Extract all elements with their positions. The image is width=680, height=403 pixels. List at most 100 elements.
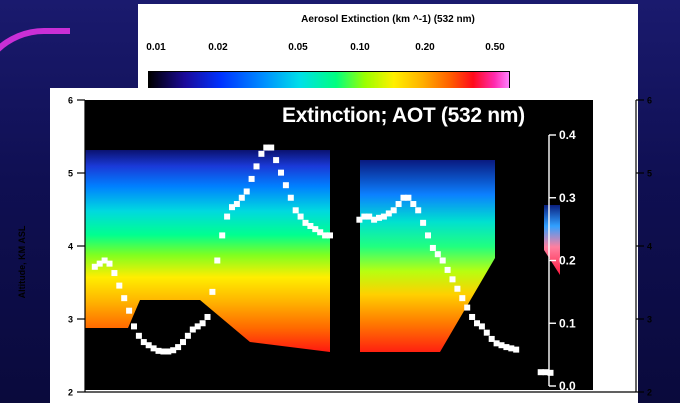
aot-point: [292, 207, 299, 214]
aot-point: [194, 323, 201, 330]
aot-point: [140, 339, 147, 346]
aot-point: [542, 369, 549, 376]
aot-point: [229, 204, 235, 211]
aot-point: [302, 219, 309, 226]
aot-point: [282, 182, 289, 189]
aot-axis-label: AOT (532 nm): [597, 199, 618, 317]
aot-point: [513, 346, 520, 353]
colorbar-tick: 0.02: [208, 42, 228, 53]
right-outer-axis-tick-label: 3: [647, 315, 652, 325]
aot-point: [165, 348, 172, 355]
aot-point: [160, 348, 167, 355]
colorbar-tick: 0.10: [350, 42, 370, 53]
altitude-axis-label: Altitude, KM ASL: [17, 225, 27, 299]
colorbar-title: Aerosol Extinction (km ^-1) (532 nm): [301, 14, 475, 25]
aot-point: [503, 344, 510, 351]
aot-point: [214, 257, 221, 264]
right-axis-inner: 0.0 0.1 0.2 0.3 0.4: [548, 128, 576, 393]
aot-point: [116, 282, 123, 289]
aot-point: [459, 295, 466, 302]
aot-point: [135, 332, 142, 339]
aot-point: [537, 369, 544, 376]
aot-point: [297, 213, 304, 220]
decorative-swoosh: [0, 28, 70, 224]
aot-point: [410, 201, 417, 208]
aot-point: [420, 219, 427, 226]
aot-series: [91, 144, 554, 376]
aot-point: [327, 232, 333, 239]
aot-axis-tick-label: 0.2: [559, 254, 576, 268]
aot-point: [371, 216, 378, 223]
aot-point: [488, 335, 495, 342]
aot-point: [307, 222, 314, 229]
aot-point: [268, 144, 275, 151]
colorbar-tick: 0.01: [146, 42, 166, 53]
aot-point: [96, 260, 103, 267]
colorbar-tick: 0.20: [415, 42, 435, 53]
aot-point: [253, 163, 260, 170]
aot-point: [390, 207, 397, 214]
aot-point: [155, 347, 162, 354]
aot-point: [469, 313, 476, 320]
aot-point: [429, 244, 436, 251]
aot-point: [493, 340, 500, 347]
aot-point: [356, 216, 363, 223]
aot-point: [150, 345, 157, 352]
aot-point: [170, 347, 177, 354]
aot-point: [273, 157, 280, 164]
aot-point: [224, 213, 231, 220]
aot-point: [498, 342, 505, 349]
aot-point: [111, 270, 118, 277]
aot-point: [248, 175, 255, 182]
right-outer-axis-tick-label: 6: [647, 96, 652, 106]
aot-axis-tick-label: 0.3: [559, 191, 576, 205]
aot-point: [425, 232, 431, 239]
colorbar-tick: 0.05: [288, 42, 308, 53]
aot-point: [180, 339, 186, 346]
aot-point: [184, 332, 191, 339]
aot-point: [131, 323, 137, 330]
right-outer-axis-tick-label: 5: [647, 169, 652, 179]
aot-point: [126, 307, 133, 314]
aot-point: [380, 213, 387, 220]
aot-point: [385, 210, 392, 217]
aot-point: [199, 320, 206, 327]
right-outer-axis-tick-label: 2: [647, 388, 652, 398]
left-axis-tick-label: 6: [68, 96, 73, 106]
aot-axis-tick-label: 0.4: [559, 128, 576, 142]
aot-point: [508, 345, 515, 352]
right-outer-axis-tick-label: 4: [647, 242, 652, 252]
aot-point: [434, 251, 441, 258]
aot-point: [376, 214, 382, 221]
aot-point: [464, 304, 471, 311]
aot-point: [209, 288, 216, 295]
aot-axis-tick-label: 0.1: [559, 316, 576, 330]
aot-point: [366, 213, 373, 220]
aot-point: [91, 263, 98, 270]
extinction-curtain-segment: [85, 150, 330, 352]
left-axis-tick-label: 4: [68, 242, 73, 252]
left-axis-tick-label: 2: [68, 388, 73, 398]
aot-point: [263, 144, 270, 151]
aot-point: [322, 232, 329, 239]
aot-point: [415, 207, 422, 214]
aot-point: [233, 201, 240, 208]
colorbar-tick: 0.50: [485, 42, 505, 53]
aot-axis-tick-label: 0.0: [559, 379, 576, 393]
aot-point: [258, 150, 265, 157]
left-axis-tick-label: 5: [68, 169, 73, 179]
aot-point: [204, 313, 211, 320]
aot-point: [278, 169, 284, 176]
aot-point: [361, 213, 368, 220]
aot-point: [219, 232, 226, 239]
aot-point: [238, 194, 245, 201]
aot-point: [317, 229, 324, 236]
aot-point: [439, 257, 446, 264]
aot-point: [312, 226, 319, 233]
left-axis-tick-label: 3: [68, 315, 73, 325]
aot-point: [145, 342, 152, 349]
colorbar-panel: Aerosol Extinction (km ^-1) (532 nm) 0.0…: [138, 4, 638, 93]
aot-point: [454, 285, 461, 292]
aot-point: [189, 326, 196, 333]
